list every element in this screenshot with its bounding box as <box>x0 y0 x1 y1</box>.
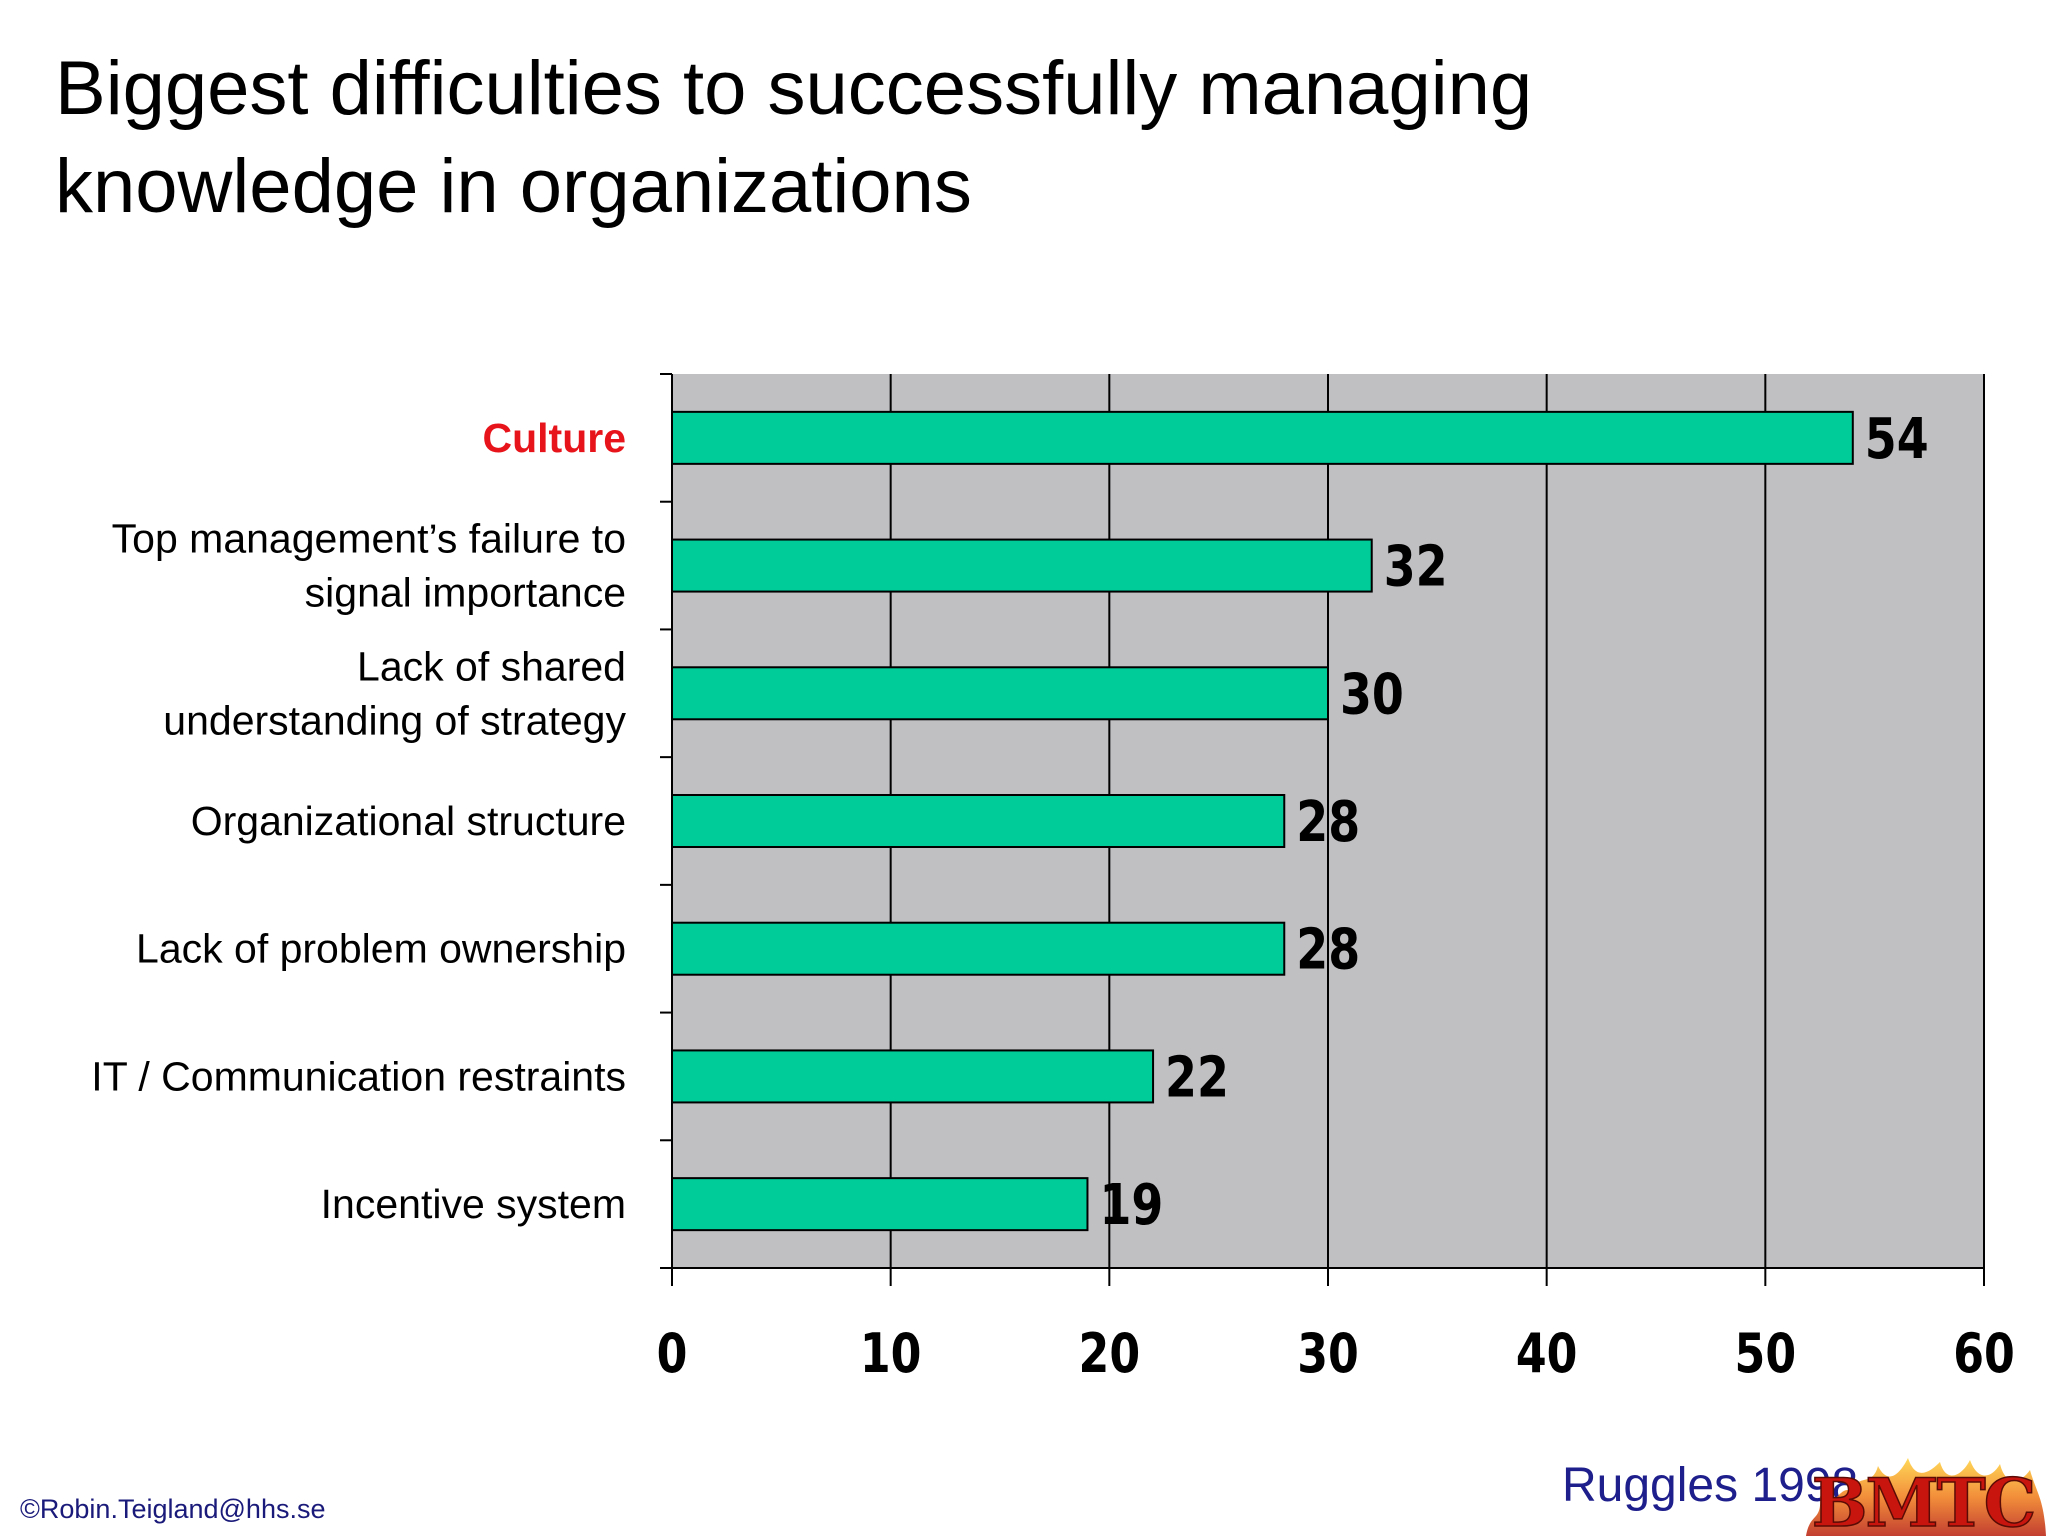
category-label-6: Incentive system <box>321 1181 626 1227</box>
category-label-1-line-0: Top management’s failure to <box>112 516 626 562</box>
bar-4 <box>671 921 1286 976</box>
category-label-3-line-0: Organizational structure <box>191 798 626 844</box>
category-label-5: IT / Communication restraints <box>91 1053 626 1099</box>
category-label-5-line-0: IT / Communication restraints <box>91 1053 626 1099</box>
category-label-2-line-0: Lack of shared <box>357 643 626 689</box>
bar-3 <box>671 794 1286 848</box>
slide-title-line-2: knowledge in organizations <box>55 144 972 229</box>
x-tick-label-30: 30 <box>1297 1322 1359 1385</box>
bar-1 <box>671 538 1373 593</box>
slide-title: Biggest difficulties to successfully man… <box>55 40 1955 236</box>
category-label-2: Lack of shared understanding of strategy <box>163 643 626 743</box>
category-label-2-line-1: understanding of strategy <box>163 697 626 743</box>
x-tick-label-40: 40 <box>1516 1322 1578 1385</box>
bar-2 <box>671 666 1329 721</box>
category-label-1: Top management’s failure to signal import… <box>112 516 626 616</box>
logo-text: BMTC <box>1812 1464 2034 1536</box>
category-label-6-line-0: Incentive system <box>321 1181 626 1227</box>
copyright-text: ©Robin.Teigland@hhs.se <box>20 1494 326 1524</box>
category-label-4-line-0: Lack of problem ownership <box>136 926 626 972</box>
data-label-3: 28 <box>1296 790 1360 856</box>
bar-6 <box>671 1177 1089 1232</box>
bar-5 <box>671 1049 1155 1104</box>
slide-title-line-1: Biggest difficulties to successfully man… <box>55 46 1533 131</box>
data-label-4: 28 <box>1296 917 1360 983</box>
data-label-2: 30 <box>1340 662 1404 728</box>
x-tick-label-0: 0 <box>657 1322 688 1385</box>
x-tick-label-20: 20 <box>1079 1322 1141 1385</box>
x-tick-label-50: 50 <box>1735 1322 1797 1385</box>
category-label-0: Culture <box>483 415 627 461</box>
data-label-6: 19 <box>1099 1173 1163 1239</box>
bar-0 <box>671 410 1854 465</box>
category-label-1-line-1: signal importance <box>305 570 626 616</box>
x-tick-label-10: 10 <box>860 1322 922 1385</box>
data-label-5: 22 <box>1165 1045 1229 1111</box>
category-label-0-line-0: Culture <box>483 415 627 461</box>
x-tick-label-60: 60 <box>1953 1322 2015 1385</box>
category-label-3: Organizational structure <box>191 798 626 844</box>
category-label-4: Lack of problem ownership <box>136 926 626 972</box>
data-label-0: 54 <box>1865 406 1929 472</box>
data-label-1: 32 <box>1384 534 1448 600</box>
source-citation: Ruggles 1998 <box>1562 1459 1859 1512</box>
bmtc-logo: BMTC <box>1800 1452 2046 1536</box>
